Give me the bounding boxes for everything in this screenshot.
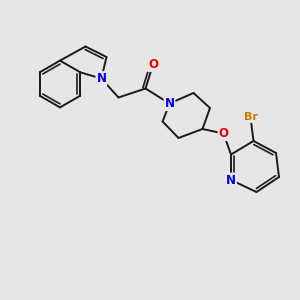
Text: N: N (164, 97, 175, 110)
Text: O: O (148, 58, 158, 71)
Text: Br: Br (244, 112, 257, 122)
Text: N: N (96, 72, 106, 85)
Text: O: O (218, 127, 229, 140)
Text: N: N (226, 173, 236, 187)
